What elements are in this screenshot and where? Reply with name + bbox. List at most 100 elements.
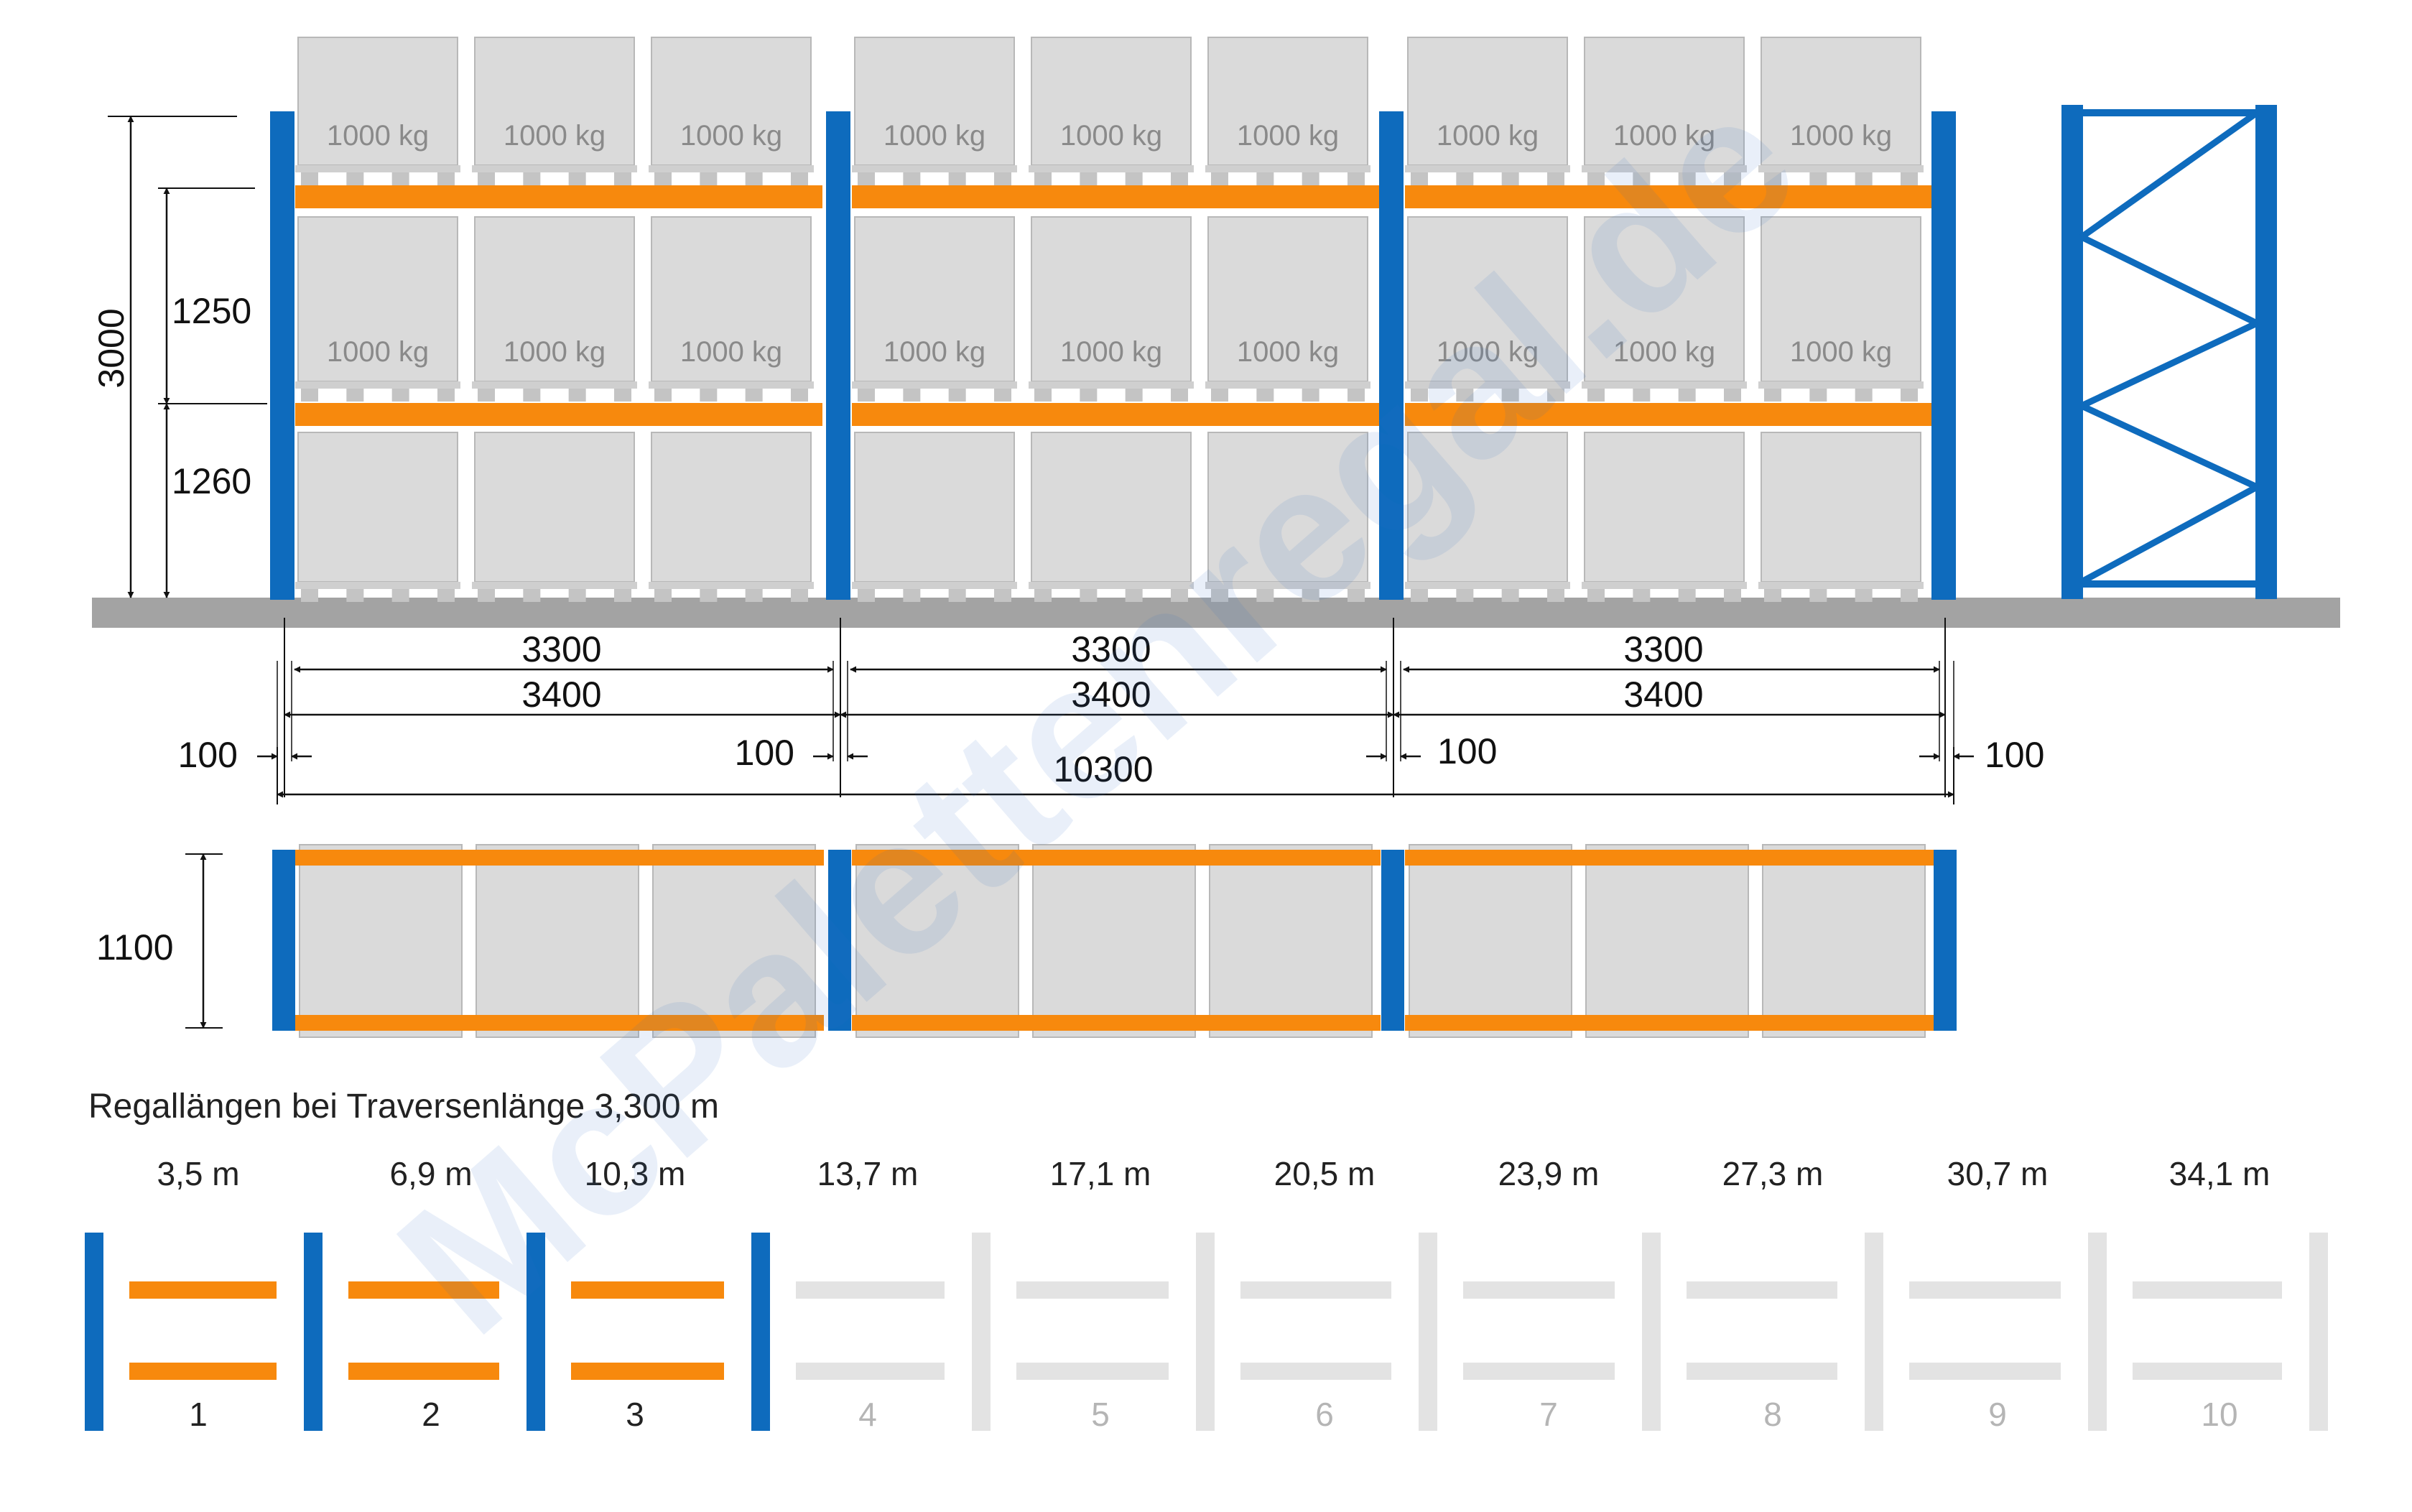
plan-beam-back-bay3 xyxy=(1405,1015,1934,1031)
pallet-foot xyxy=(568,389,586,402)
pallet-b1-r2-c2: 1000 kg xyxy=(472,216,637,402)
pallet-foot xyxy=(523,389,541,402)
pallet-b3-r3-c3 xyxy=(1758,432,1924,602)
pallet-box xyxy=(474,216,635,382)
length-beam-upper-7 xyxy=(1463,1281,1615,1299)
pallet-box xyxy=(651,37,812,166)
pallet-box xyxy=(1031,216,1192,382)
pallet-foot xyxy=(903,589,921,602)
pallet-foot xyxy=(346,389,364,402)
pallet-box xyxy=(854,216,1015,382)
pallet-foot xyxy=(745,172,763,185)
pallet-foot xyxy=(1256,389,1274,402)
pallet-box xyxy=(1407,37,1568,166)
pallet-foot xyxy=(1125,172,1143,185)
pallet-load-label: 1000 kg xyxy=(883,336,985,368)
pallet-foot xyxy=(1456,589,1474,602)
plan-pallet-b2-c3 xyxy=(1209,844,1373,1038)
pallet-foot xyxy=(1587,589,1605,602)
pallet-box xyxy=(651,216,812,382)
pallet-box xyxy=(1761,432,1921,583)
pallet-deck xyxy=(1405,165,1570,172)
pallet-foot xyxy=(1080,172,1098,185)
plan-pallet-b1-c1 xyxy=(299,844,463,1038)
rack-length-9: 30,7 m xyxy=(1947,1155,2049,1192)
length-post-9 xyxy=(1865,1233,1883,1431)
plan-pallet-b3-c2 xyxy=(1585,844,1749,1038)
length-beam-lower-5 xyxy=(1016,1363,1169,1380)
frame-brace-bottom xyxy=(2072,580,2266,588)
pallet-foot xyxy=(346,589,364,602)
pallet-b3-r1-c1: 1000 kg xyxy=(1405,37,1570,185)
length-post-5 xyxy=(972,1233,991,1431)
length-beam-lower-2 xyxy=(348,1363,499,1380)
pallet-foot xyxy=(1901,172,1918,185)
pallet-foot xyxy=(1547,389,1564,402)
dim-upright-1: 100 xyxy=(178,735,238,775)
pallet-foot xyxy=(478,589,495,602)
pallet-foot xyxy=(1855,389,1873,402)
pallet-deck xyxy=(649,582,814,589)
pallet-foot xyxy=(1302,172,1319,185)
dim-beam-length-2: 3300 xyxy=(1071,629,1151,669)
plan-beam-front-bay2 xyxy=(852,850,1381,866)
pallet-load-label: 1000 kg xyxy=(680,336,782,368)
pallet-foot xyxy=(1633,172,1651,185)
beam-bay1-level1 xyxy=(295,185,822,208)
bay-count-3: 3 xyxy=(626,1396,644,1433)
pallet-deck xyxy=(295,165,460,172)
pallet-foot xyxy=(1547,172,1564,185)
dim-bay-length-3: 3400 xyxy=(1623,674,1703,715)
upright-1 xyxy=(270,111,294,600)
pallet-foot xyxy=(1678,389,1696,402)
dim-level-upper: 1250 xyxy=(172,291,251,331)
pallet-deck xyxy=(1029,582,1194,589)
rack-length-4: 13,7 m xyxy=(817,1155,919,1192)
rack-length-2: 6,9 m xyxy=(389,1155,472,1192)
pallet-box xyxy=(854,37,1015,166)
pallet-foot xyxy=(1633,389,1651,402)
pallet-load-label: 1000 kg xyxy=(1613,120,1715,152)
length-beam-lower-10 xyxy=(2133,1363,2282,1380)
length-beam-upper-4 xyxy=(796,1281,945,1299)
pallet-deck xyxy=(1029,381,1194,389)
plan-upright-3 xyxy=(1381,850,1404,1031)
pallet-foot xyxy=(1302,589,1319,602)
pallet-b2-r2-c2: 1000 kg xyxy=(1029,216,1194,402)
pallet-foot xyxy=(523,589,541,602)
elevation-dimensions xyxy=(108,116,1974,804)
pallet-foot xyxy=(994,172,1011,185)
elevation-view: 1000 kg 1000 kg 1000 kg 1000 kg 1000 kg 1000 … xyxy=(92,37,2340,628)
bay-count-1: 1 xyxy=(189,1396,208,1433)
pallet-b1-r2-c3: 1000 kg xyxy=(649,216,814,402)
rack-lengths-section: 3,5 m 1 6,9 m 2 10,3 m 3 13,7 m 4 17,1 m 5 20,5 m 6… xyxy=(85,1155,2328,1433)
rack-length-1: 3,5 m xyxy=(157,1155,239,1192)
pallet-foot xyxy=(1501,172,1519,185)
pallet-foot xyxy=(1171,389,1188,402)
length-post-3 xyxy=(527,1233,545,1431)
dim-beam-length-3: 3300 xyxy=(1623,629,1703,669)
pallet-b2-r2-c1: 1000 kg xyxy=(852,216,1017,402)
pallet-load-label: 1000 kg xyxy=(1060,120,1162,152)
pallet-box xyxy=(1407,216,1568,382)
pallet-foot xyxy=(1501,589,1519,602)
pallet-b1-r3-c2 xyxy=(472,432,637,602)
length-beam-lower-1 xyxy=(129,1363,277,1380)
pallet-foot xyxy=(1348,589,1365,602)
pallet-foot xyxy=(1456,172,1474,185)
pallet-b3-r3-c2 xyxy=(1582,432,1747,602)
pallet-load-label: 1000 kg xyxy=(680,120,782,152)
pallet-foot xyxy=(700,389,718,402)
pallet-foot xyxy=(1724,389,1741,402)
pallet-b1-r2-c1: 1000 kg xyxy=(295,216,460,402)
length-post-7 xyxy=(1419,1233,1437,1431)
pallet-box xyxy=(474,37,635,166)
pallet-foot xyxy=(1080,589,1098,602)
pallet-deck xyxy=(1758,582,1924,589)
pallet-foot xyxy=(478,172,495,185)
pallet-foot xyxy=(568,589,586,602)
pallet-foot xyxy=(1587,172,1605,185)
pallet-foot xyxy=(391,389,409,402)
pallet-foot xyxy=(614,389,631,402)
pallet-load-label: 1000 kg xyxy=(883,120,985,152)
